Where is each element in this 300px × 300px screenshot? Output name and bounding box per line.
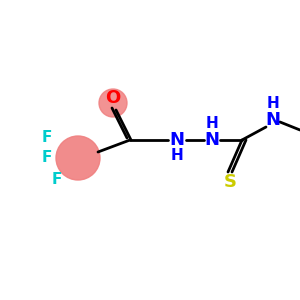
Text: H: H <box>267 97 279 112</box>
Circle shape <box>56 136 100 180</box>
Text: N: N <box>205 131 220 149</box>
Text: F: F <box>52 172 62 188</box>
Text: N: N <box>266 111 280 129</box>
Text: F: F <box>42 151 52 166</box>
Text: S: S <box>224 173 236 191</box>
Text: O: O <box>105 89 121 107</box>
Circle shape <box>99 89 127 117</box>
Text: N: N <box>169 131 184 149</box>
Text: H: H <box>206 116 218 131</box>
Text: F: F <box>42 130 52 145</box>
Text: H: H <box>171 148 183 164</box>
